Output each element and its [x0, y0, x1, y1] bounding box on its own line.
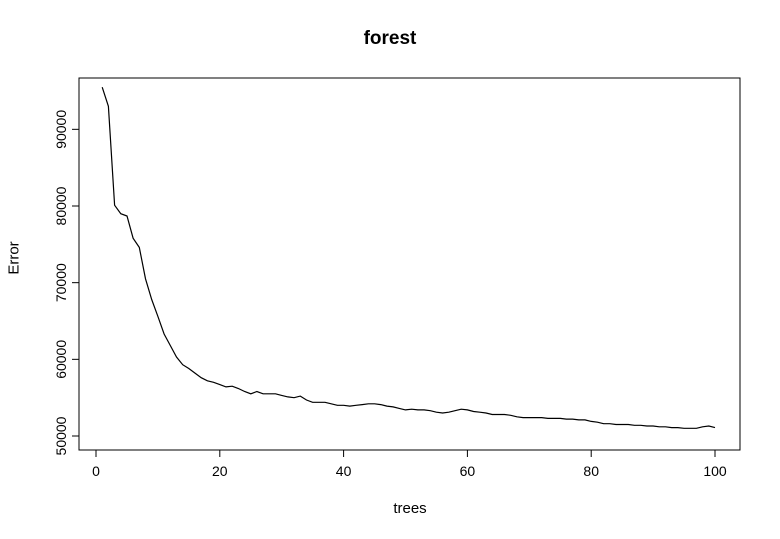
y-tick-label: 70000 [53, 263, 69, 302]
x-tick-label: 100 [703, 463, 727, 479]
x-axis: 0 20 40 60 80 100 [92, 449, 727, 479]
y-axis: 50000 60000 70000 80000 90000 [53, 110, 80, 455]
plot-area-frame [78, 77, 741, 451]
x-tick-label: 20 [212, 463, 228, 479]
y-axis-label: Error [5, 241, 23, 275]
y-tick-label: 60000 [53, 340, 69, 379]
x-axis-label: trees [393, 500, 427, 517]
y-tick-label: 80000 [53, 186, 69, 225]
error-series-line [101, 87, 716, 429]
x-tick-label: 40 [336, 463, 352, 479]
x-tick-label: 80 [583, 463, 599, 479]
chart-title: forest [363, 28, 417, 49]
y-tick-label: 90000 [53, 110, 69, 149]
x-tick-label: 0 [92, 463, 100, 479]
y-tick-label: 50000 [53, 416, 69, 455]
x-tick-label: 60 [460, 463, 476, 479]
